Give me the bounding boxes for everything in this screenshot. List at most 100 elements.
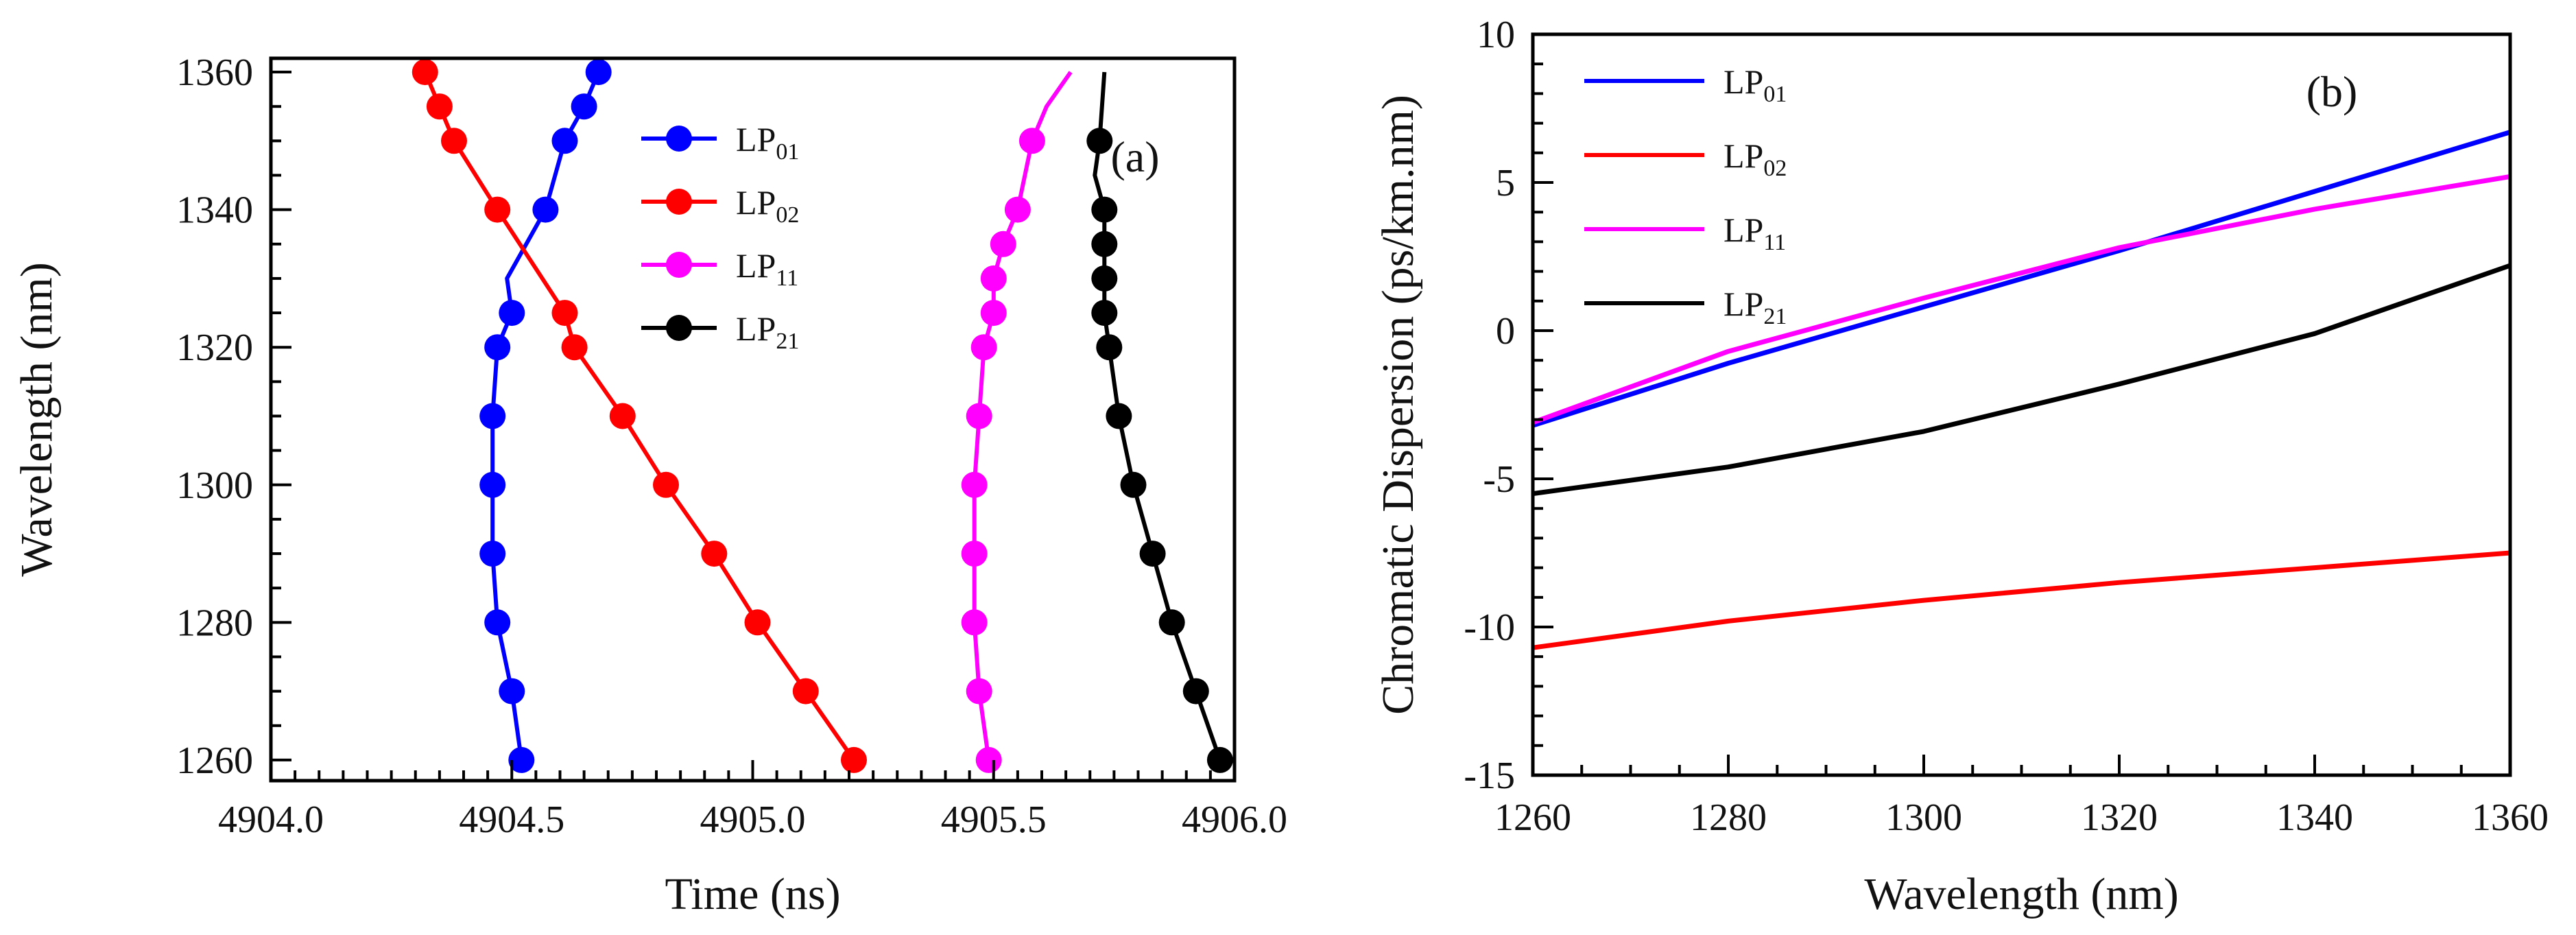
- legend-item-lp02: LP02: [641, 183, 799, 228]
- data-point-lp02: [484, 196, 511, 223]
- legend-label-base: LP: [736, 246, 776, 285]
- x-tick-label: 1340: [2276, 796, 2353, 839]
- data-point-lp11: [980, 265, 1007, 292]
- legend-item-lp02: LP02: [1584, 137, 1787, 181]
- data-point-lp21: [1096, 334, 1123, 361]
- data-point-lp02: [551, 300, 578, 327]
- data-point-lp01: [508, 746, 535, 773]
- x-tick-label: 4905.5: [941, 798, 1047, 841]
- plot-area: [271, 58, 1235, 781]
- legend-label-sub: 01: [776, 139, 799, 165]
- legend-label: LP02: [1724, 137, 1787, 181]
- legend-label-base: LP: [736, 309, 776, 348]
- series-line-lp21: [1532, 263, 2512, 497]
- y-tick-label: 1360: [176, 51, 253, 94]
- legend-label-base: LP: [1724, 285, 1763, 323]
- legend-marker: [666, 126, 692, 152]
- data-point-lp21: [1206, 746, 1233, 773]
- data-point-lp21: [1091, 230, 1118, 257]
- legend-marker: [666, 252, 692, 278]
- y-axis-label: Wavelength (nm): [12, 262, 62, 576]
- x-tick-label: 1360: [2472, 796, 2549, 839]
- legend-label: LP01: [736, 120, 799, 165]
- series-line-lp11: [1531, 174, 2511, 425]
- data-point-lp01: [479, 541, 506, 567]
- legend-label-sub: 02: [1763, 156, 1787, 181]
- data-point-lp01: [571, 93, 597, 120]
- y-tick-label: -5: [1483, 458, 1515, 501]
- data-point-lp02: [744, 609, 771, 636]
- y-tick-label: 0: [1496, 310, 1515, 353]
- legend-label-sub: 01: [1763, 82, 1787, 107]
- y-tick-label: -15: [1464, 755, 1515, 797]
- plot-area: [1533, 34, 2510, 775]
- data-point-lp01: [484, 609, 511, 636]
- x-tick-label: 4904.0: [218, 798, 324, 841]
- data-point-lp02: [609, 403, 636, 429]
- data-point-lp02: [841, 746, 867, 773]
- data-point-lp21: [1182, 678, 1209, 705]
- data-point-lp01: [532, 196, 559, 223]
- data-point-lp21: [1086, 128, 1113, 154]
- data-point-lp11: [961, 609, 988, 636]
- panel-label: (a): [1110, 132, 1159, 181]
- data-point-lp01: [585, 59, 612, 86]
- data-point-lp21: [1091, 300, 1118, 327]
- legend-label: LP11: [1724, 211, 1786, 255]
- legend-item-lp11: LP11: [641, 246, 798, 291]
- y-axis-label: Chromatic Dispersion (ps/km.nm): [1373, 95, 1423, 715]
- data-point-lp21: [1106, 403, 1132, 429]
- legend-label-base: LP: [736, 120, 776, 158]
- x-axis-label: Wavelength (nm): [1864, 869, 2178, 919]
- legend-item-lp01: LP01: [641, 120, 799, 165]
- panel-label: (b): [2306, 67, 2358, 116]
- data-point-lp21: [1091, 265, 1118, 292]
- data-point-lp21: [1158, 609, 1185, 636]
- y-tick-label: 1260: [176, 739, 253, 782]
- data-point-lp21: [1139, 541, 1166, 567]
- y-tick-label: 5: [1496, 162, 1515, 204]
- y-tick-label: 10: [1477, 14, 1515, 56]
- series-line-lp01: [1531, 130, 2512, 428]
- data-point-lp01: [479, 471, 506, 498]
- x-tick-label: 4906.0: [1182, 798, 1287, 841]
- data-point-lp11: [975, 746, 1002, 773]
- legend-label: LP21: [736, 309, 799, 354]
- data-point-lp11: [980, 300, 1007, 327]
- data-point-lp02: [561, 334, 588, 361]
- x-tick-label: 1280: [1690, 796, 1767, 839]
- data-point-lp01: [499, 678, 525, 705]
- data-point-lp01: [499, 300, 525, 327]
- x-tick-label: 4904.5: [459, 798, 564, 841]
- data-point-lp02: [701, 541, 728, 567]
- legend-item-lp01: LP01: [1584, 62, 1787, 107]
- data-point-lp11: [966, 403, 992, 429]
- data-point-lp02: [441, 128, 467, 154]
- y-tick-label: 1300: [176, 464, 253, 507]
- legend-label-base: LP: [736, 183, 776, 222]
- data-point-lp02: [426, 93, 453, 120]
- legend-item-lp11: LP11: [1584, 211, 1786, 255]
- legend-label: LP21: [1724, 285, 1787, 329]
- data-point-lp11: [990, 230, 1016, 257]
- data-point-lp11: [961, 471, 988, 498]
- data-point-lp11: [970, 334, 997, 361]
- x-axis-label: Time (ns): [665, 869, 840, 919]
- data-point-lp11: [1004, 196, 1031, 223]
- x-tick-label: 1260: [1494, 796, 1571, 839]
- legend-marker: [666, 189, 692, 215]
- legend-label-base: LP: [1724, 62, 1763, 101]
- legend-marker: [666, 315, 692, 341]
- legend-label-base: LP: [1724, 137, 1763, 175]
- panel-a: 4904.0 4904.5 4905.0 4905.5 4906.0 1260 1280 13…: [12, 51, 1287, 919]
- data-point-lp01: [484, 334, 511, 361]
- panel-b: 1260 1280 1300 1320 1340 1360 -15 -10 -5 0 5 10 Wave…: [1373, 14, 2549, 919]
- data-point-lp11: [966, 678, 992, 705]
- legend-label: LP01: [1724, 62, 1787, 107]
- data-point-lp21: [1091, 196, 1118, 223]
- data-point-lp02: [653, 471, 679, 498]
- legend-label-sub: 02: [776, 202, 799, 228]
